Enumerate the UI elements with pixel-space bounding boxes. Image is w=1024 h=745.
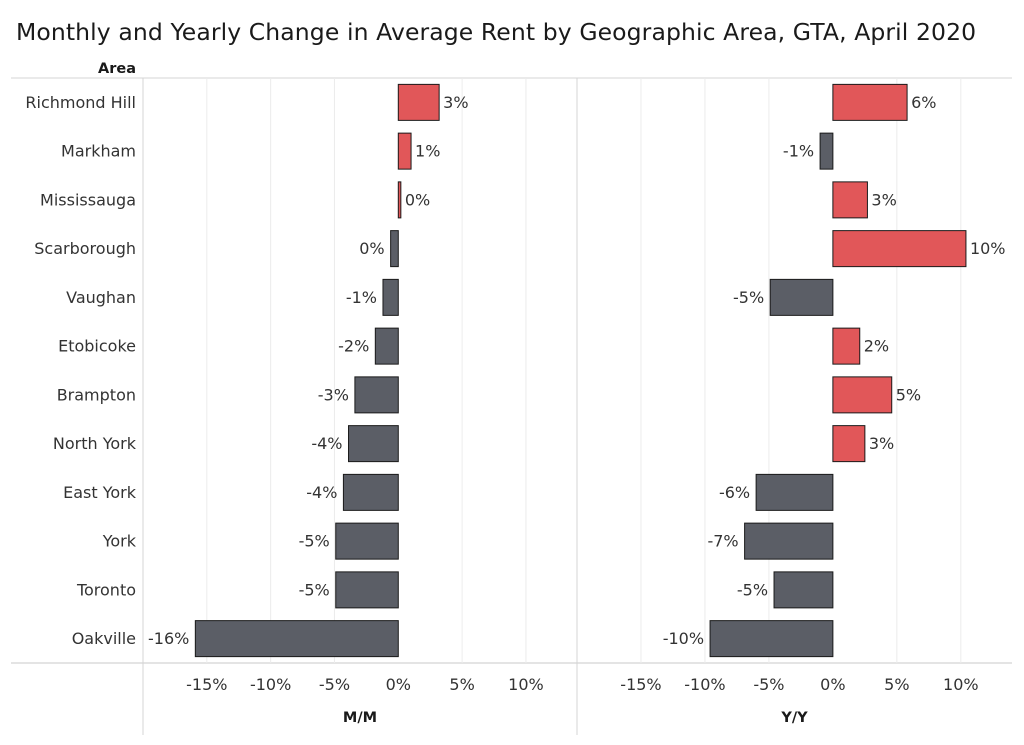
x-tick-label: -10% [250, 675, 291, 694]
category-label: North York [53, 434, 137, 453]
data-label: 6% [911, 93, 936, 112]
data-label: -1% [346, 288, 377, 307]
bar [342, 473, 399, 511]
bar [819, 132, 834, 170]
x-tick-label: -5% [753, 675, 784, 694]
data-label: -5% [299, 580, 330, 599]
x-tick-label: 5% [449, 675, 474, 694]
bar [374, 327, 399, 365]
data-label: -4% [306, 483, 337, 502]
data-label: 10% [970, 239, 1006, 258]
data-label: -5% [737, 580, 768, 599]
x-tick-label: 10% [508, 675, 544, 694]
data-label: -1% [783, 142, 814, 161]
bar [397, 132, 412, 170]
bar [744, 522, 834, 560]
category-label: Vaughan [66, 288, 136, 307]
x-tick-label: -5% [319, 675, 350, 694]
data-label: 0% [359, 239, 384, 258]
bar [755, 473, 834, 511]
bar [832, 230, 967, 268]
bar [832, 181, 868, 219]
data-label: -5% [733, 288, 764, 307]
data-label: 3% [869, 434, 894, 453]
data-label: 2% [864, 337, 889, 356]
bar [354, 376, 399, 414]
category-label: Oakville [72, 629, 136, 648]
category-label: Scarborough [34, 239, 136, 258]
category-header: Area [98, 61, 136, 77]
x-tick-label: -15% [186, 675, 227, 694]
data-label: -3% [318, 385, 349, 404]
x-tick-label: 5% [884, 675, 909, 694]
x-tick-label: 0% [386, 675, 411, 694]
data-label: 3% [871, 190, 896, 209]
chart-title: Monthly and Yearly Change in Average Ren… [16, 18, 977, 46]
category-label: Etobicoke [58, 337, 136, 356]
bar [397, 181, 402, 219]
data-label: 5% [896, 385, 921, 404]
bar [390, 230, 399, 268]
x-tick-label: -15% [620, 675, 661, 694]
category-label: Toronto [76, 580, 136, 599]
data-label: -16% [148, 629, 189, 648]
bar [397, 83, 440, 121]
data-label: -10% [663, 629, 704, 648]
bar [832, 376, 893, 414]
bar [832, 83, 908, 121]
data-label: -5% [299, 532, 330, 551]
category-label: Mississauga [40, 190, 136, 209]
data-label: 3% [443, 93, 468, 112]
bar [832, 425, 866, 463]
data-label: -2% [338, 337, 369, 356]
category-label: East York [63, 483, 137, 502]
x-tick-label: 10% [943, 675, 979, 694]
bar [832, 327, 861, 365]
bar [335, 571, 399, 609]
bar [709, 620, 834, 658]
data-label: 0% [405, 190, 430, 209]
category-label: Brampton [57, 385, 136, 404]
category-label: York [102, 532, 137, 551]
bar [335, 522, 399, 560]
x-axis-label: Y/Y [780, 710, 808, 726]
data-label: -6% [719, 483, 750, 502]
bar [773, 571, 834, 609]
x-tick-label: -10% [684, 675, 725, 694]
category-label: Markham [61, 142, 136, 161]
x-tick-label: 0% [820, 675, 845, 694]
x-axis-label: M/M [343, 710, 377, 726]
bar [194, 620, 399, 658]
bar [769, 278, 834, 316]
bar [348, 425, 399, 463]
data-label: -7% [707, 532, 738, 551]
data-label: 1% [415, 142, 440, 161]
category-label: Richmond Hill [25, 93, 136, 112]
data-label: -4% [311, 434, 342, 453]
bar [382, 278, 399, 316]
